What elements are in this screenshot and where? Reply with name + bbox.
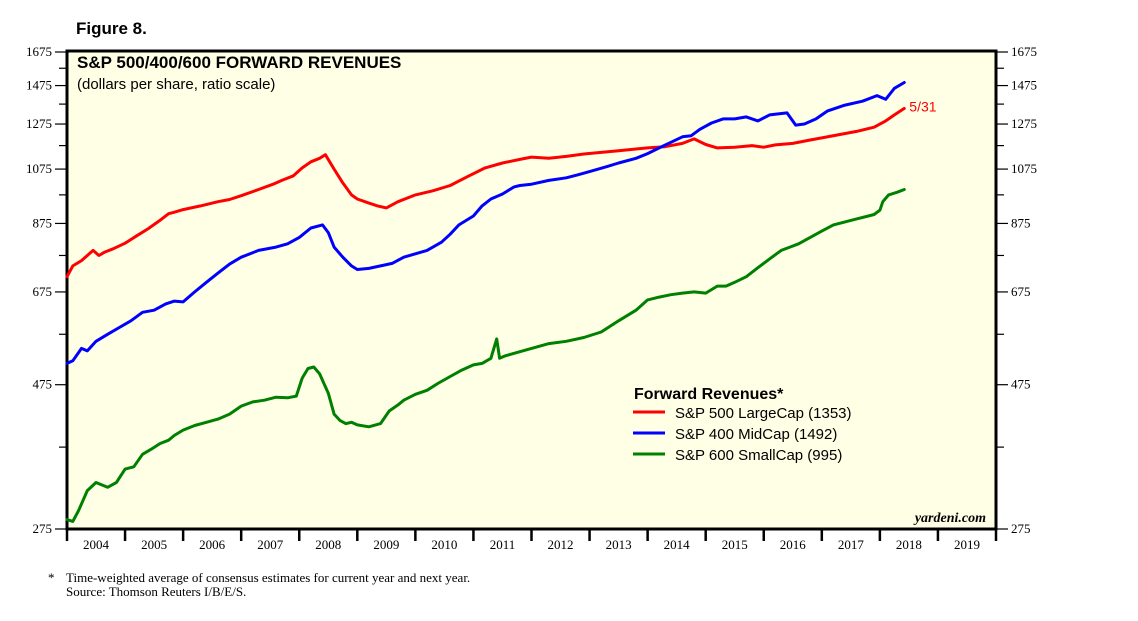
y-tick-label-left: 675 <box>33 284 53 299</box>
x-tick-label: 2011 <box>490 537 516 552</box>
figure-label: Figure 8. <box>76 19 147 38</box>
legend-label-sp400: S&P 400 MidCap (1492) <box>675 426 837 443</box>
y-tick-label-left: 475 <box>33 377 53 392</box>
y-tick-label-left: 1475 <box>26 78 52 93</box>
footnote-marker: * <box>48 570 55 585</box>
series-line-s-p-400-midcap <box>65 81 906 365</box>
legend: Forward Revenues* S&P 500 LargeCap (1353… <box>633 386 852 464</box>
y-tick-label-right: 275 <box>1011 521 1031 536</box>
x-tick-label: 2019 <box>954 537 980 552</box>
x-tick-label: 2013 <box>606 537 632 552</box>
x-tick-label: 2015 <box>722 537 748 552</box>
x-tick-label: 2018 <box>896 537 922 552</box>
x-tick-label: 2009 <box>373 537 399 552</box>
x-tick-label: 2004 <box>83 537 110 552</box>
series-layer <box>65 81 906 523</box>
legend-title: Forward Revenues* <box>634 386 784 403</box>
x-tick-label: 2017 <box>838 537 865 552</box>
x-tick-label: 2008 <box>315 537 341 552</box>
footnote-line-1: Time-weighted average of consensus estim… <box>66 570 470 585</box>
footnote-line-2: Source: Thomson Reuters I/B/E/S. <box>66 584 246 599</box>
y-tick-label-right: 1075 <box>1011 161 1037 176</box>
y-tick-label-right: 1275 <box>1011 116 1037 131</box>
end-date-annotation: 5/31 <box>909 98 936 114</box>
y-tick-label-left: 1275 <box>26 116 52 131</box>
y-tick-label-right: 1475 <box>1011 78 1037 93</box>
y-tick-label-left: 875 <box>33 215 53 230</box>
y-axis-right: 1675 1475 1275 1075 875 675 475 275 <box>996 44 1037 536</box>
y-tick-label-left: 1675 <box>26 44 52 59</box>
legend-label-sp600: S&P 600 SmallCap (995) <box>675 447 842 464</box>
series-line-s-p-600-smallcap <box>65 188 906 523</box>
x-tick-label: 2005 <box>141 537 167 552</box>
y-tick-label-right: 875 <box>1011 215 1031 230</box>
y-axis-left: 1675 1475 1275 1075 875 675 475 275 <box>26 44 67 536</box>
y-tick-label-left: 1075 <box>26 161 52 176</box>
series-line-s-p-500-largecap <box>65 106 906 279</box>
x-tick-label: 2016 <box>780 537 807 552</box>
x-tick-label: 2014 <box>664 537 691 552</box>
y-tick-label-right: 1675 <box>1011 44 1037 59</box>
plot-area <box>65 49 998 531</box>
x-tick-label: 2007 <box>257 537 284 552</box>
x-tick-label: 2012 <box>548 537 574 552</box>
chart-subtitle: (dollars per share, ratio scale) <box>77 76 275 93</box>
y-tick-label-right: 475 <box>1011 377 1031 392</box>
legend-label-sp500: S&P 500 LargeCap (1353) <box>675 405 852 422</box>
y-tick-label-left: 275 <box>33 521 53 536</box>
y-tick-label-right: 675 <box>1011 284 1031 299</box>
x-tick-label: 2010 <box>431 537 457 552</box>
x-tick-label: 2006 <box>199 537 226 552</box>
x-axis: 2004 2005 2006 2007 2008 2009 2010 2011 2012 2013… <box>65 529 998 552</box>
chart-title: S&P 500/400/600 FORWARD REVENUES <box>77 53 401 72</box>
watermark: yardeni.com <box>913 511 986 526</box>
